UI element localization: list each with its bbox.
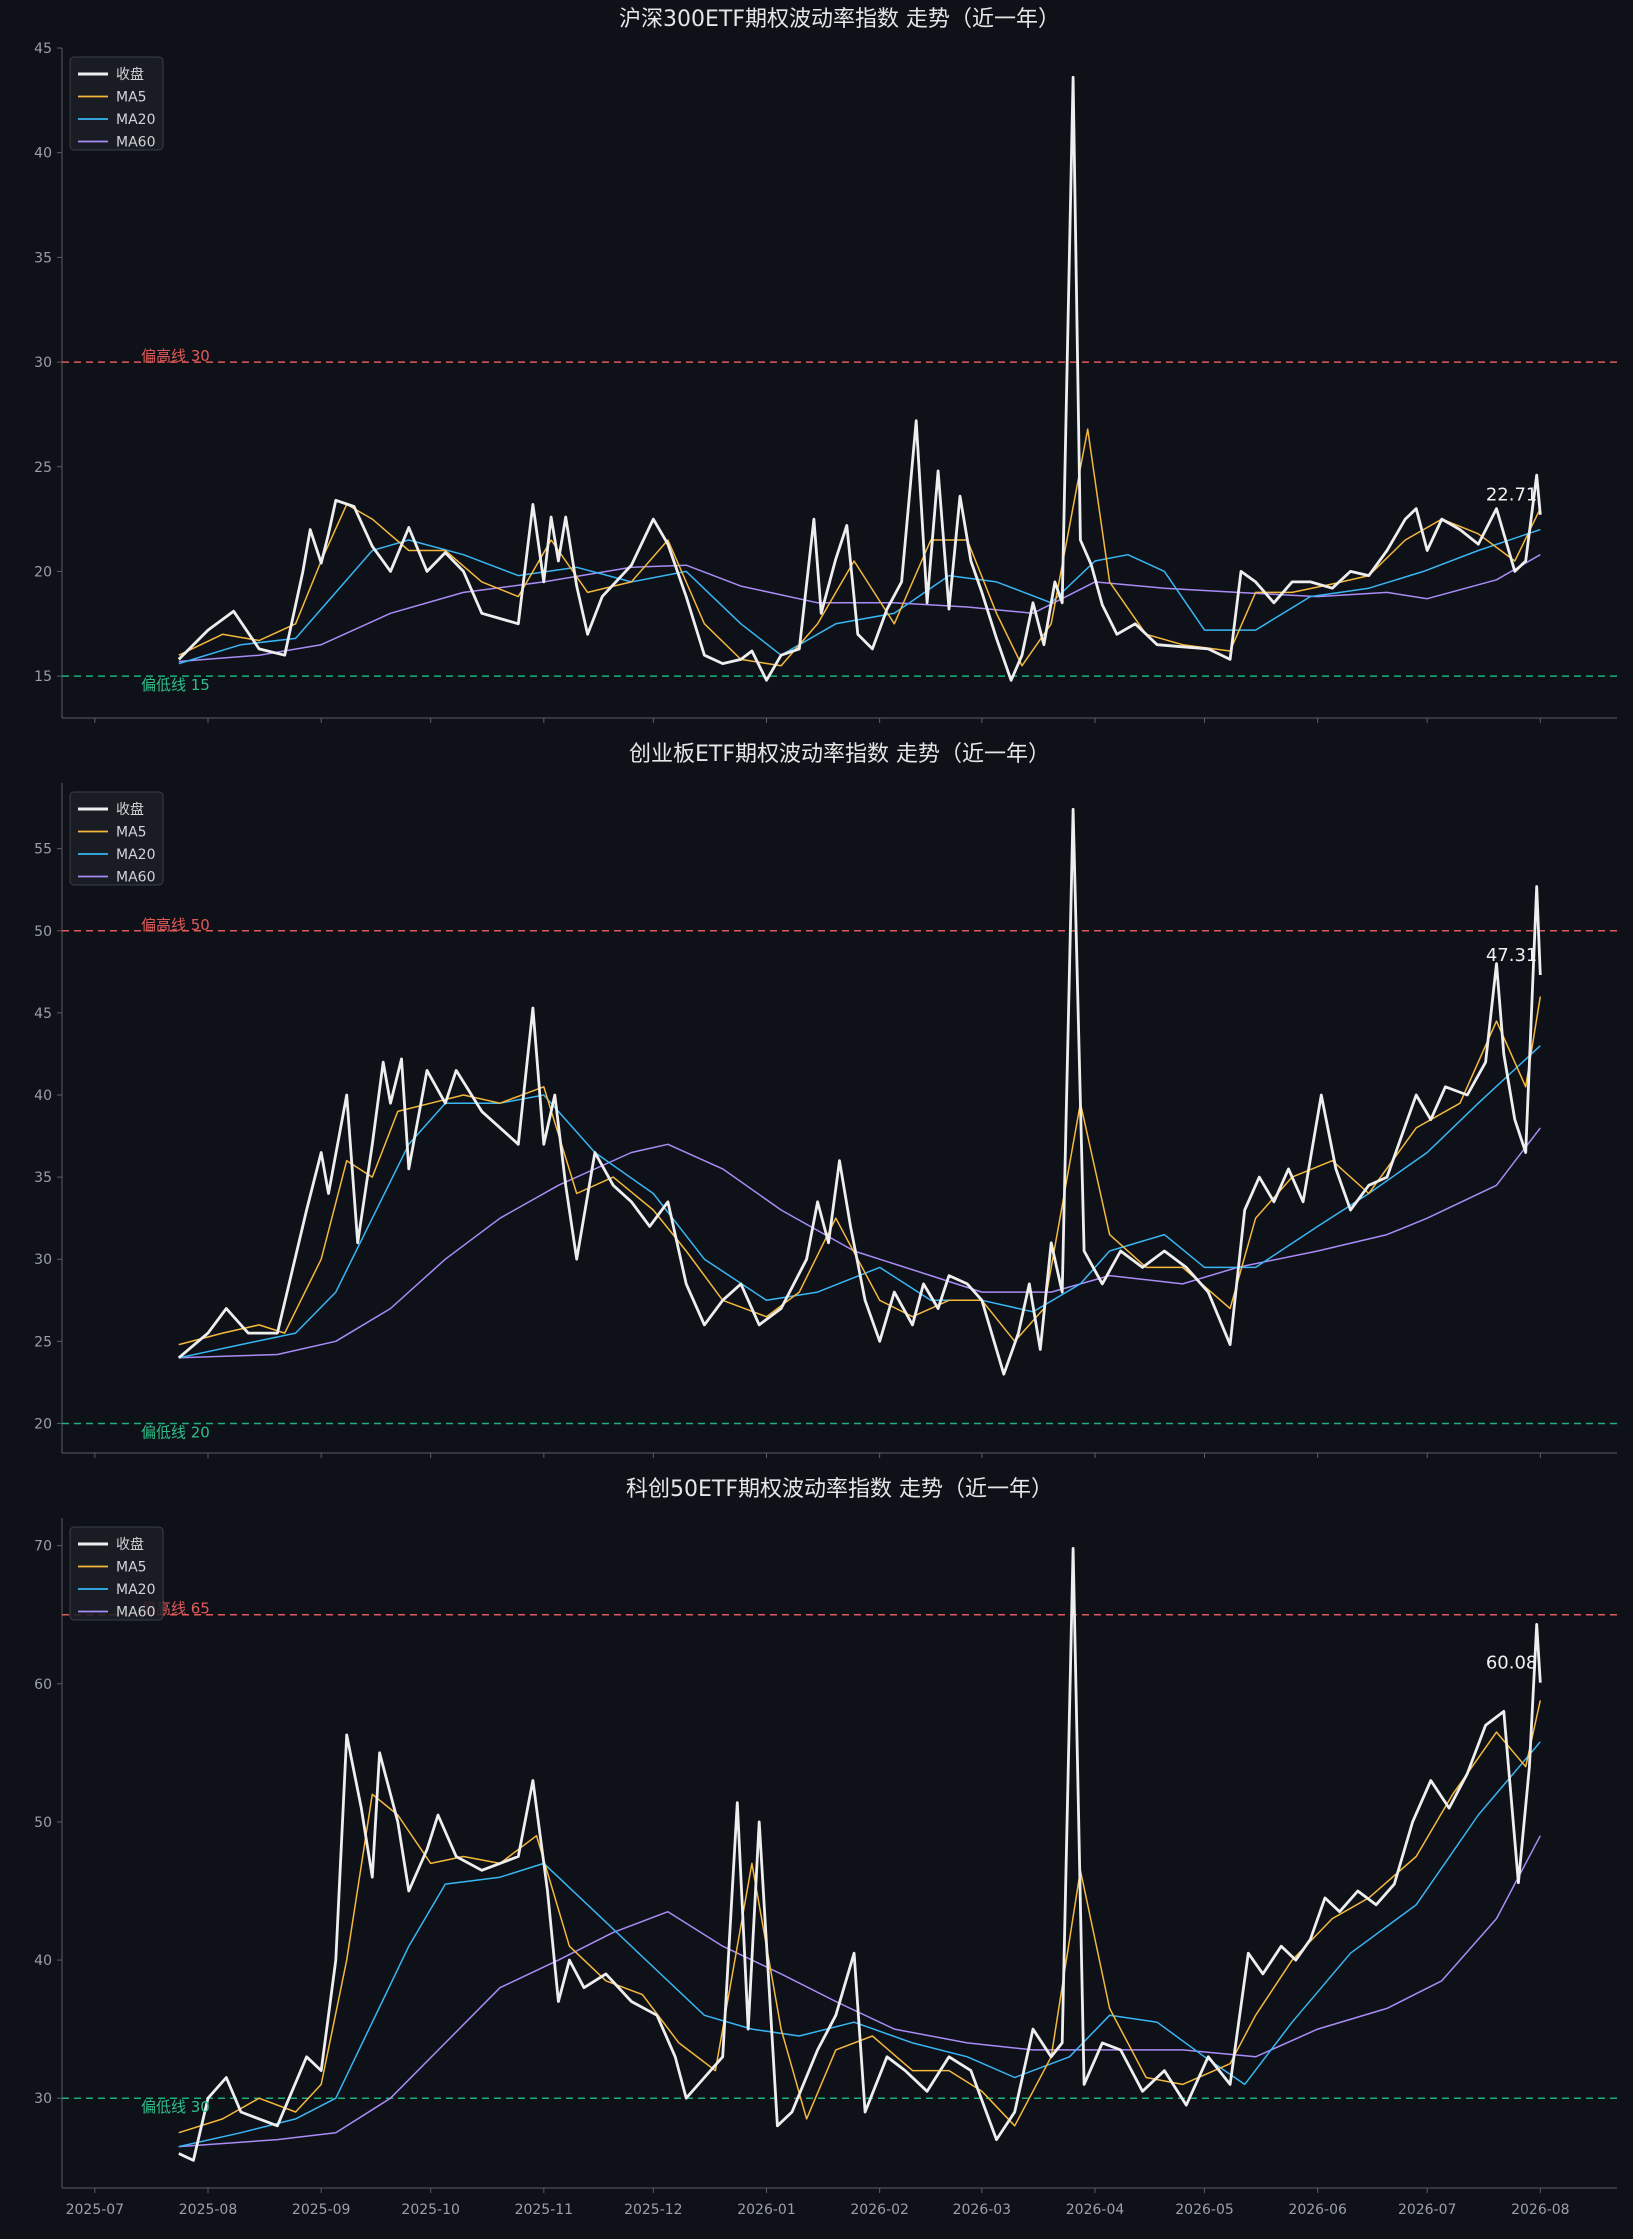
y-tick-label: 70 — [34, 1539, 52, 1555]
y-tick-label: 30 — [34, 1252, 52, 1268]
legend-label-ma20: MA20 — [116, 112, 155, 128]
chart-title: 科创50ETF期权波动率指数 走势（近一年） — [626, 1477, 1053, 1502]
last-value-label: 22.71 — [1486, 485, 1538, 506]
y-tick-label: 45 — [34, 1006, 52, 1022]
x-tick-label: 2026-06 — [1288, 2202, 1347, 2218]
last-value-label: 47.31 — [1486, 945, 1538, 966]
y-tick-label: 60 — [34, 1677, 52, 1693]
chart-title: 沪深300ETF期权波动率指数 走势（近一年） — [619, 7, 1060, 32]
y-tick-label: 20 — [34, 1416, 52, 1432]
x-tick-label: 2025-11 — [515, 2202, 574, 2218]
high-reference-label: 偏高线 50 — [141, 916, 210, 934]
series-line-ma5 — [178, 428, 1541, 667]
series-line-ma60 — [178, 554, 1541, 663]
x-tick-label: 2025-09 — [292, 2202, 351, 2218]
x-tick-label: 2026-04 — [1066, 2202, 1125, 2218]
y-tick-label: 25 — [34, 460, 52, 476]
y-tick-label: 40 — [34, 1088, 52, 1104]
last-value-label: 60.08 — [1486, 1653, 1538, 1674]
x-tick-label: 2025-07 — [66, 2202, 125, 2218]
legend: 收盘 MA5 MA20 MA60 — [69, 791, 164, 886]
y-tick-label: 50 — [34, 1815, 52, 1831]
x-tick-label: 2026-05 — [1175, 2202, 1234, 2218]
y-tick-label: 45 — [34, 41, 52, 57]
legend-label-close: 收盘 — [116, 66, 144, 83]
y-tick-label: 55 — [34, 842, 52, 858]
legend-box — [69, 1526, 164, 1621]
x-tick-label: 2025-12 — [624, 2202, 683, 2218]
y-tick-label: 20 — [34, 564, 52, 580]
low-reference-label: 偏低线 15 — [141, 676, 210, 694]
x-tick-label: 2026-02 — [850, 2202, 909, 2218]
y-tick-label: 40 — [34, 146, 52, 162]
chart-panel-2: 创业板ETF期权波动率指数 走势（近一年） 20 25 30 35 40 45 50 55 偏高线… — [34, 742, 1617, 1458]
legend-label-close: 收盘 — [116, 1536, 144, 1553]
chart-panel-1: 沪深300ETF期权波动率指数 走势（近一年） 15 20 25 30 35 40 45 偏高线… — [34, 7, 1617, 723]
series-line-ma20 — [178, 528, 1541, 665]
x-tick-label: 2025-08 — [179, 2202, 238, 2218]
legend-label-close: 收盘 — [116, 801, 144, 818]
legend-label-ma5: MA5 — [116, 825, 147, 841]
legend-label-ma20: MA20 — [116, 1582, 155, 1598]
legend-label-ma60: MA60 — [116, 135, 155, 151]
legend-label-ma5: MA5 — [116, 1560, 147, 1576]
series-line-close — [177, 75, 1542, 682]
legend-label-ma5: MA5 — [116, 90, 147, 106]
y-tick-label: 30 — [34, 355, 52, 371]
x-tick-label: 2026-01 — [737, 2202, 796, 2218]
x-tick-label: 2025-10 — [401, 2202, 460, 2218]
high-reference-label: 偏高线 30 — [141, 347, 210, 365]
low-reference-label: 偏低线 20 — [141, 1423, 210, 1441]
series-line-close — [178, 1547, 1542, 2162]
y-tick-label: 40 — [34, 1953, 52, 1969]
y-tick-label: 25 — [34, 1334, 52, 1350]
x-tick-label: 2026-03 — [953, 2202, 1012, 2218]
series-line-ma60 — [178, 1835, 1541, 2148]
low-reference-label: 偏低线 30 — [141, 2098, 210, 2116]
chart-panel-3: 科创50ETF期权波动率指数 走势（近一年） 30 40 50 60 70 2025-07 2… — [34, 1477, 1617, 2218]
legend-box — [69, 56, 164, 151]
legend: 收盘 MA5 MA20 MA60 — [69, 56, 164, 151]
x-tick-label: 2026-08 — [1511, 2202, 1570, 2218]
legend: 收盘 MA5 MA20 MA60 — [69, 1526, 164, 1621]
series-line-close — [177, 807, 1542, 1376]
series-line-ma20 — [178, 1045, 1541, 1359]
chart-title: 创业板ETF期权波动率指数 走势（近一年） — [629, 742, 1050, 767]
legend-label-ma60: MA60 — [116, 870, 155, 886]
y-tick-label: 15 — [34, 669, 52, 685]
y-tick-label: 35 — [34, 250, 52, 266]
y-tick-label: 35 — [34, 1170, 52, 1186]
legend-box — [69, 791, 164, 886]
y-tick-label: 50 — [34, 924, 52, 940]
legend-label-ma60: MA60 — [116, 1605, 155, 1621]
series-line-ma20 — [178, 1741, 1541, 2148]
x-tick-label: 2026-07 — [1398, 2202, 1457, 2218]
legend-label-ma20: MA20 — [116, 847, 155, 863]
y-tick-label: 30 — [34, 2091, 52, 2107]
